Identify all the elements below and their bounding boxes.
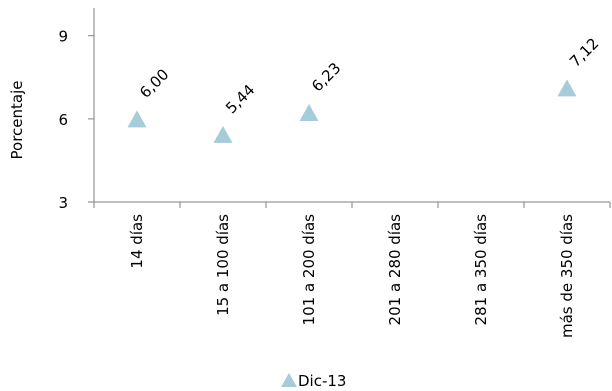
y-tick-label: 6 [58,111,68,129]
y-tick-label: 9 [58,28,68,46]
y-axis: 3 6 9 [58,8,95,212]
plot-area: 6,00 5,44 6,23 7,12 [127,34,602,143]
y-tick-label: 3 [58,194,68,212]
data-label: 6,23 [308,59,344,95]
legend-label: Dic-13 [298,372,346,390]
x-tick-label: 101 a 200 días [300,214,318,326]
data-point-triangle [127,110,147,128]
x-tick-label: 201 a 280 días [386,214,404,326]
x-axis: 14 días 15 a 100 días 101 a 200 días 201 a … [93,201,611,338]
data-point-triangle [213,125,233,143]
data-point-triangle [557,79,577,97]
data-point-triangle [299,103,319,121]
x-tick-label: 281 a 350 días [472,214,490,326]
data-label: 6,00 [136,65,172,101]
y-axis-title: Porcentaje [8,81,26,160]
data-label: 5,44 [222,81,258,117]
x-tick-label: 14 días [128,214,146,269]
x-tick-label: más de 350 días [558,214,576,338]
legend: Dic-13 [281,372,346,390]
x-tick-label: 15 a 100 días [214,214,232,316]
data-label: 7,12 [566,34,602,70]
legend-marker-triangle [281,373,297,387]
